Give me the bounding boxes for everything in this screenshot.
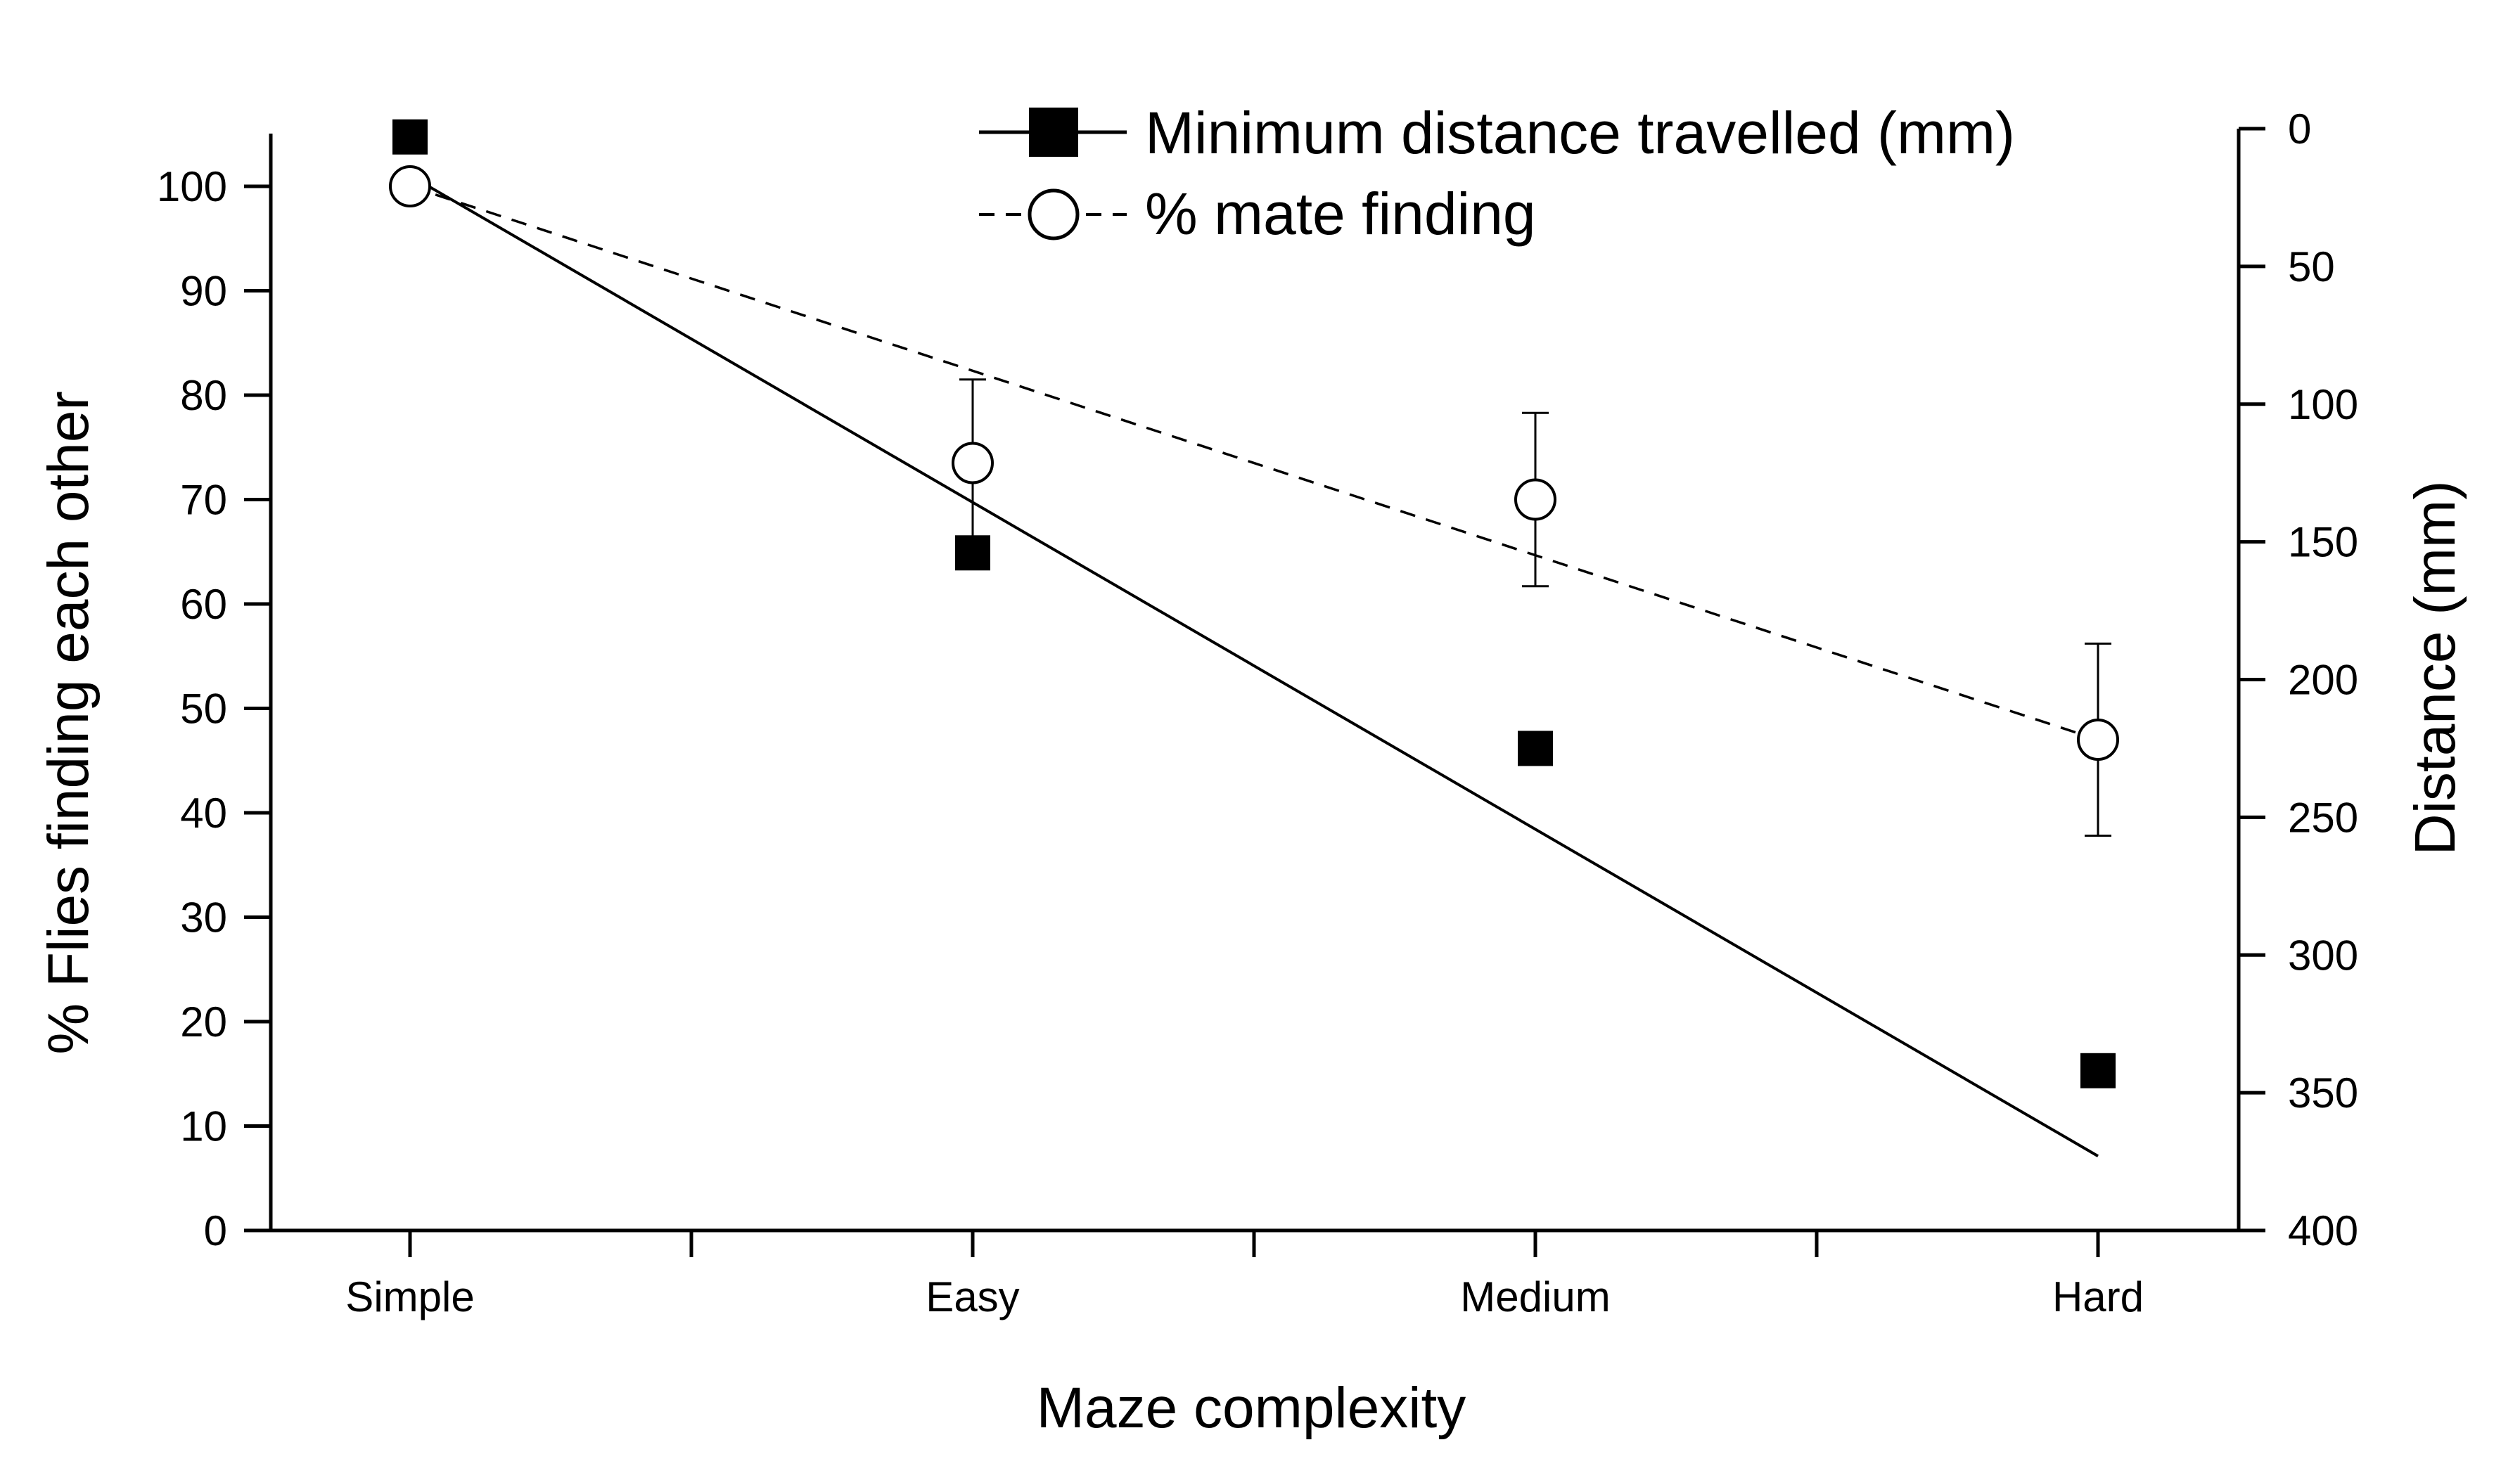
y-tick-label-left: 60 bbox=[180, 581, 227, 628]
distance-point bbox=[1518, 731, 1553, 766]
y-tick-label-right: 350 bbox=[2288, 1069, 2358, 1117]
y-tick-label-right: 0 bbox=[2288, 105, 2311, 153]
mate-finding-point bbox=[2077, 719, 2119, 761]
y-axis-title-right: Distance (mm) bbox=[2403, 480, 2467, 855]
y-tick-label-left: 20 bbox=[180, 998, 227, 1046]
y-tick-label-right: 100 bbox=[2288, 381, 2358, 428]
y-tick-label-left: 100 bbox=[157, 163, 227, 210]
y-tick-label-left: 90 bbox=[180, 268, 227, 315]
y-tick-label-left: 0 bbox=[204, 1207, 227, 1254]
legend: Minimum distance travelled (mm) % mate f… bbox=[979, 100, 2015, 247]
mate-finding-point bbox=[389, 165, 431, 207]
plot-area bbox=[389, 119, 2119, 1157]
y-tick-label-left: 10 bbox=[180, 1103, 227, 1150]
mate-finding-fit-line bbox=[409, 185, 2099, 741]
x-axis-title: Maze complexity bbox=[1037, 1376, 1466, 1440]
y-tick-label-right: 250 bbox=[2288, 794, 2358, 841]
y-tick-label-left: 50 bbox=[180, 686, 227, 733]
chart-axes: 0 10 20 30 40 50 60 70 80 90 100 0 50 100 150 200 250 300… bbox=[157, 105, 2358, 1320]
legend-label-mate-finding: % mate finding bbox=[1145, 181, 1536, 247]
y-tick-label-right: 300 bbox=[2288, 932, 2358, 979]
mate-finding-point bbox=[1514, 478, 1556, 521]
x-tick-label: Simple bbox=[345, 1273, 474, 1320]
mate-finding-point bbox=[952, 442, 994, 484]
y-tick-label-right: 50 bbox=[2288, 243, 2335, 290]
y-tick-label-right: 400 bbox=[2288, 1207, 2358, 1254]
distance-point bbox=[392, 119, 428, 155]
distance-fit-line bbox=[409, 174, 2099, 1157]
legend-label-distance: Minimum distance travelled (mm) bbox=[1145, 100, 2015, 166]
x-tick-label: Medium bbox=[1460, 1273, 1610, 1320]
y-axis-title-left: % Flies finding each other bbox=[37, 391, 101, 1055]
distance-point bbox=[2080, 1053, 2116, 1088]
x-tick-label: Easy bbox=[926, 1273, 1019, 1320]
y-tick-label-left: 70 bbox=[180, 477, 227, 524]
y-tick-label-left: 30 bbox=[180, 894, 227, 941]
y-tick-label-right: 150 bbox=[2288, 519, 2358, 566]
y-tick-label-left: 80 bbox=[180, 372, 227, 419]
y-tick-label-right: 200 bbox=[2288, 657, 2358, 704]
y-tick-label-left: 40 bbox=[180, 790, 227, 837]
legend-marker-mate-finding bbox=[1028, 188, 1080, 240]
x-tick-label: Hard bbox=[2052, 1273, 2144, 1320]
legend-marker-distance bbox=[1029, 108, 1078, 157]
